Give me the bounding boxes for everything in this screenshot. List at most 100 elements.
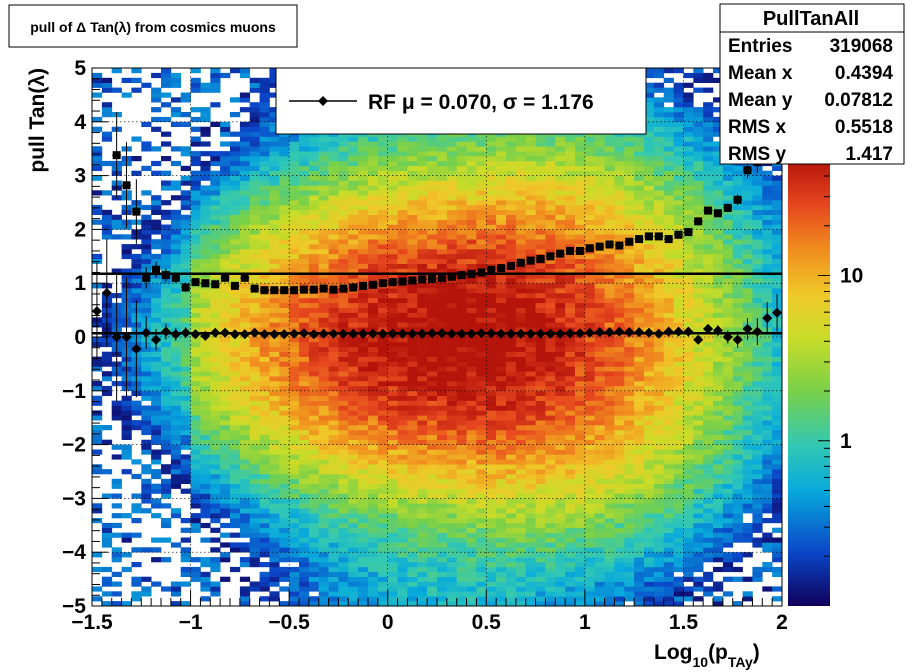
- heatmap-cell: [545, 562, 556, 568]
- heatmap-cell: [506, 288, 517, 294]
- heatmap-cell: [210, 586, 221, 592]
- heatmap-cell: [515, 381, 527, 387]
- heatmap-cell: [496, 346, 507, 352]
- heatmap-cell: [446, 420, 458, 426]
- heatmap-cell: [249, 513, 260, 519]
- heatmap-cell: [525, 185, 536, 191]
- heatmap-cell: [476, 381, 487, 387]
- heatmap-cell: [230, 498, 241, 504]
- heatmap-cell: [496, 537, 507, 543]
- heatmap-cell: [230, 547, 241, 553]
- heatmap-cell: [575, 566, 586, 573]
- heatmap-cell: [387, 239, 398, 245]
- heatmap-cell: [506, 469, 517, 475]
- heatmap-cell: [584, 268, 596, 274]
- heatmap-cell: [289, 483, 300, 489]
- heatmap-cell: [220, 429, 231, 436]
- heatmap-cell: [535, 337, 546, 343]
- heatmap-cell: [230, 513, 241, 519]
- heatmap-cell: [101, 581, 113, 587]
- heatmap-cell: [338, 341, 349, 348]
- heatmap-cell: [318, 136, 329, 142]
- heatmap-cell: [584, 341, 596, 348]
- heatmap-cell: [476, 425, 487, 431]
- heatmap-cell: [230, 229, 241, 235]
- heatmap-cell: [456, 493, 467, 499]
- heatmap-cell: [584, 459, 596, 465]
- heatmap-cell: [131, 77, 142, 83]
- heatmap-cell: [121, 268, 132, 274]
- heatmap-cell: [417, 518, 428, 524]
- heatmap-cell: [535, 508, 546, 514]
- heatmap-cell: [131, 562, 142, 568]
- heatmap-cell: [239, 488, 251, 494]
- heatmap-cell: [555, 297, 566, 304]
- heatmap-cell: [210, 82, 221, 88]
- heatmap-cell: [407, 444, 418, 450]
- heatmap-cell: [387, 473, 398, 480]
- heatmap-cell: [437, 473, 448, 480]
- heatmap-cell: [456, 429, 467, 436]
- heatmap-cell: [466, 249, 477, 255]
- heatmap-cell: [486, 312, 497, 318]
- heatmap-cell: [308, 518, 320, 524]
- heatmap-cell: [417, 415, 428, 421]
- heatmap-cell: [555, 498, 566, 504]
- heatmap-cell: [515, 185, 527, 191]
- heatmap-cell: [417, 346, 428, 352]
- heatmap-cell: [239, 371, 251, 377]
- heatmap-cell: [377, 156, 389, 162]
- heatmap-cell: [456, 366, 467, 372]
- heatmap-cell: [377, 586, 389, 592]
- heatmap-cell: [525, 557, 536, 563]
- heatmap-cell: [180, 518, 191, 524]
- heatmap-cell: [230, 219, 241, 225]
- heatmap-cell: [446, 146, 458, 152]
- heatmap-cell: [397, 571, 408, 577]
- heatmap-cell: [397, 518, 408, 524]
- heatmap-cell: [555, 302, 566, 308]
- heatmap-cell: [308, 366, 320, 372]
- heatmap-cell: [437, 337, 448, 343]
- heatmap-cell: [318, 253, 329, 260]
- heatmap-cell: [328, 513, 339, 519]
- heatmap-cell: [486, 518, 497, 524]
- heatmap-cell: [437, 478, 448, 484]
- heatmap-cell: [269, 371, 280, 377]
- heatmap-cell: [377, 341, 389, 348]
- heatmap-cell: [318, 557, 329, 563]
- heatmap-cell: [289, 571, 300, 577]
- heatmap-cell: [151, 400, 162, 406]
- heatmap-cell: [210, 273, 221, 279]
- heatmap-cell: [584, 234, 596, 240]
- heatmap-cell: [427, 356, 438, 362]
- heatmap-cell: [328, 200, 339, 206]
- heatmap-cell: [515, 488, 527, 494]
- heatmap-cell: [220, 239, 231, 245]
- heatmap-cell: [259, 562, 270, 568]
- heatmap-cell: [387, 581, 398, 587]
- heatmap-cell: [338, 591, 349, 597]
- heatmap-cell: [575, 224, 586, 230]
- heatmap-cell: [368, 224, 379, 230]
- heatmap-cell: [239, 224, 251, 230]
- heatmap-cell: [555, 229, 566, 235]
- heatmap-cell: [496, 469, 507, 475]
- heatmap-cell: [358, 273, 369, 279]
- heatmap-cell: [190, 263, 201, 269]
- heatmap-cell: [427, 200, 438, 206]
- heatmap-cell: [121, 400, 132, 406]
- heatmap-cell: [466, 351, 477, 357]
- heatmap-cell: [387, 449, 398, 455]
- heatmap-cell: [249, 366, 260, 372]
- heatmap-cell: [259, 341, 270, 348]
- heatmap-cell: [368, 439, 379, 445]
- heatmap-cell: [486, 459, 497, 465]
- heatmap-cell: [555, 478, 566, 484]
- heatmap-cell: [466, 302, 477, 308]
- heatmap-cell: [279, 415, 290, 421]
- heatmap-cell: [220, 293, 231, 299]
- heatmap-cell: [437, 209, 448, 215]
- heatmap-cell: [584, 190, 596, 196]
- heatmap-cell: [200, 239, 211, 245]
